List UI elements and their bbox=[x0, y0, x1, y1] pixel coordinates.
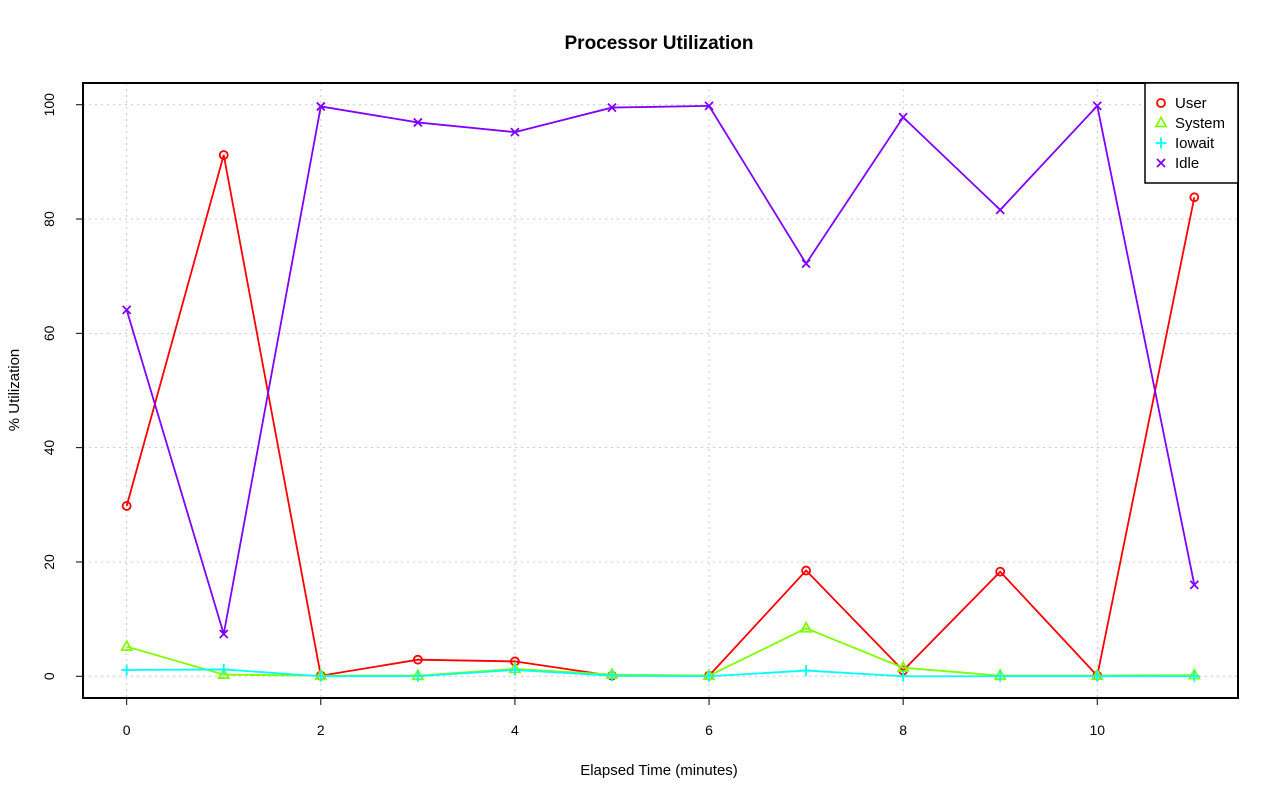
grid-lines bbox=[83, 83, 1238, 698]
data-point-idle bbox=[413, 117, 423, 128]
data-point-iowait bbox=[1188, 670, 1200, 682]
data-point-idle bbox=[995, 205, 1005, 215]
y-tick-label: 80 bbox=[41, 211, 57, 227]
data-point-iowait bbox=[1091, 670, 1103, 682]
legend-marker-iowait bbox=[1155, 137, 1167, 149]
legend-label-iowait: Iowait bbox=[1175, 135, 1215, 152]
series-layer bbox=[120, 101, 1201, 682]
plot-frame bbox=[82, 82, 1239, 699]
data-point-iowait bbox=[800, 665, 812, 677]
data-point-idle bbox=[1092, 101, 1102, 111]
data-point-idle bbox=[316, 101, 326, 112]
data-point-iowait bbox=[121, 664, 133, 676]
legend-marker-system bbox=[1154, 115, 1168, 128]
legend-marker-idle bbox=[1156, 158, 1166, 168]
y-tick-label: 20 bbox=[41, 554, 57, 570]
x-tick-label: 4 bbox=[511, 722, 519, 738]
x-tick-label: 2 bbox=[317, 722, 325, 738]
data-point-user bbox=[995, 566, 1006, 577]
data-point-user bbox=[412, 654, 423, 665]
data-point-iowait bbox=[703, 670, 715, 682]
y-tick-label: 0 bbox=[41, 672, 57, 680]
y-tick-label: 60 bbox=[41, 325, 57, 341]
data-point-idle bbox=[898, 112, 908, 122]
legend-marker-user bbox=[1156, 98, 1166, 108]
series-line-iowait bbox=[126, 668, 1195, 678]
series-line-user bbox=[125, 154, 1196, 678]
data-point-idle bbox=[704, 101, 714, 111]
data-point-idle bbox=[801, 258, 811, 269]
legend-label-system: System bbox=[1175, 115, 1225, 132]
x-tick-label: 10 bbox=[1089, 722, 1105, 738]
series-idle bbox=[122, 101, 1199, 639]
data-point-user bbox=[121, 501, 132, 511]
legend-label-user: User bbox=[1175, 95, 1207, 112]
series-user bbox=[121, 150, 1200, 681]
data-point-iowait bbox=[897, 670, 909, 682]
data-point-system bbox=[217, 667, 231, 679]
legend: User System Iowait Idle bbox=[1144, 82, 1239, 184]
y-tick-label: 40 bbox=[41, 440, 57, 456]
y-axis: 0 20 40 60 80 100 bbox=[41, 93, 84, 680]
y-axis-label: % Utilization bbox=[6, 349, 23, 432]
data-point-user bbox=[218, 150, 229, 160]
data-point-iowait bbox=[606, 670, 618, 682]
x-tick-label: 8 bbox=[899, 722, 907, 738]
series-system bbox=[120, 620, 1201, 681]
x-tick-label: 6 bbox=[705, 722, 713, 738]
data-point-idle bbox=[607, 102, 617, 113]
data-point-system bbox=[799, 620, 813, 633]
data-point-idle bbox=[122, 305, 132, 315]
series-iowait bbox=[121, 663, 1200, 682]
data-point-idle bbox=[219, 629, 229, 639]
data-point-iowait bbox=[509, 664, 521, 676]
series-line-idle bbox=[125, 103, 1196, 635]
data-point-iowait bbox=[994, 670, 1006, 682]
data-point-user bbox=[801, 565, 811, 576]
chart-title: Processor Utilization bbox=[565, 33, 754, 54]
data-point-user bbox=[1189, 192, 1200, 203]
data-point-idle bbox=[510, 127, 520, 137]
x-tick-label: 0 bbox=[123, 722, 131, 738]
x-axis-label: Elapsed Time (minutes) bbox=[580, 762, 738, 779]
y-tick-label: 100 bbox=[41, 93, 57, 117]
series-line-system bbox=[126, 627, 1195, 677]
data-point-system bbox=[120, 639, 134, 651]
data-point-idle bbox=[1189, 580, 1199, 590]
data-point-iowait bbox=[412, 670, 424, 682]
x-axis: 0 2 4 6 8 10 bbox=[123, 697, 1105, 738]
legend-label-idle: Idle bbox=[1175, 155, 1199, 172]
data-point-iowait bbox=[218, 663, 230, 675]
data-point-iowait bbox=[315, 670, 327, 682]
